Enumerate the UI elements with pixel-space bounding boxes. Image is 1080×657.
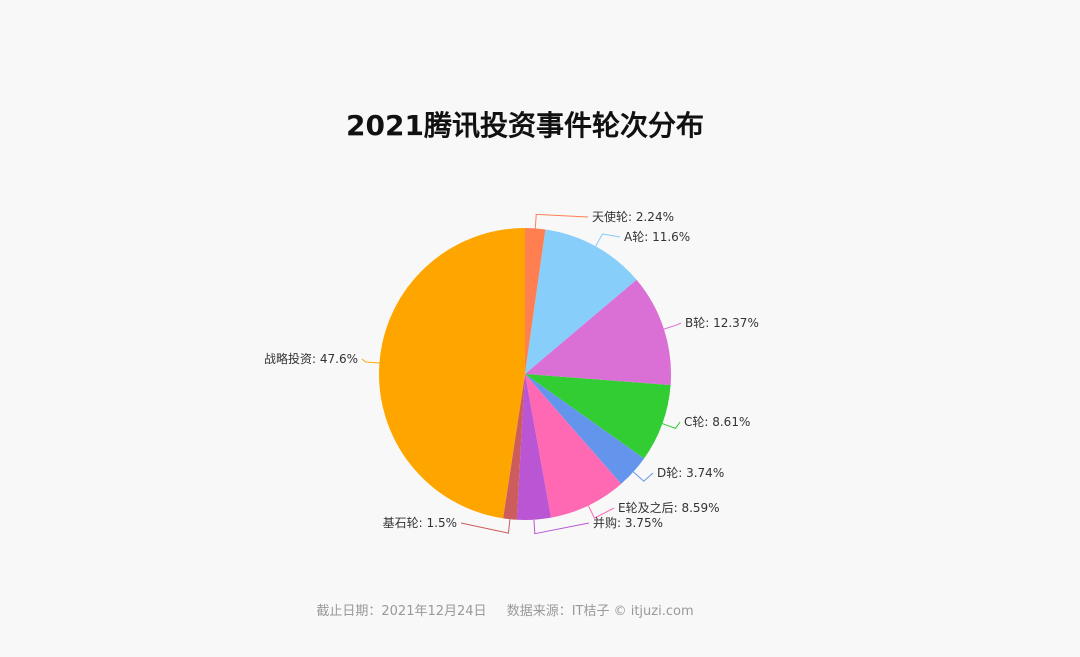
leader-line: [587, 505, 615, 519]
pie-slice[interactable]: [525, 228, 546, 374]
slice-label: 战略投资: 47.6%: [264, 351, 358, 366]
pie-slice[interactable]: [516, 374, 552, 520]
pie-slice[interactable]: [503, 374, 525, 520]
slice-label: A轮: 11.6%: [624, 230, 690, 244]
slice-label: D轮: 3.74%: [657, 466, 724, 480]
slice-label: 天使轮: 2.24%: [592, 209, 674, 224]
pie-slice[interactable]: [379, 228, 525, 519]
footer: 截止日期：2021年12月24日 数据来源：IT桔子 © itjuzi.com: [0, 600, 1010, 619]
chart-title: 2021腾讯投资事件轮次分布: [346, 109, 704, 142]
pie-slice[interactable]: [525, 374, 671, 459]
data-source: 数据来源：IT桔子 © itjuzi.com: [506, 604, 694, 619]
leader-line: [663, 322, 682, 330]
slice-label: 基石轮: 1.5%: [383, 516, 457, 530]
pie-slice[interactable]: [525, 229, 637, 374]
pie-slice[interactable]: [525, 279, 671, 386]
leader-line: [460, 519, 511, 534]
slice-label: C轮: 8.61%: [684, 415, 750, 429]
slice-label: E轮及之后: 8.59%: [618, 501, 720, 515]
slice-label: 并购: 3.75%: [593, 515, 663, 530]
leader-line: [534, 213, 589, 229]
leader-line: [662, 421, 681, 429]
cutoff-date: 截止日期：2021年12月24日: [316, 604, 487, 619]
leader-line: [595, 233, 621, 247]
slice-label: B轮: 12.37%: [685, 316, 759, 330]
leader-line: [361, 358, 380, 364]
leader-line: [633, 471, 654, 482]
pie-slice[interactable]: [525, 374, 645, 484]
pie-slice[interactable]: [525, 374, 622, 518]
leader-line: [533, 519, 590, 535]
